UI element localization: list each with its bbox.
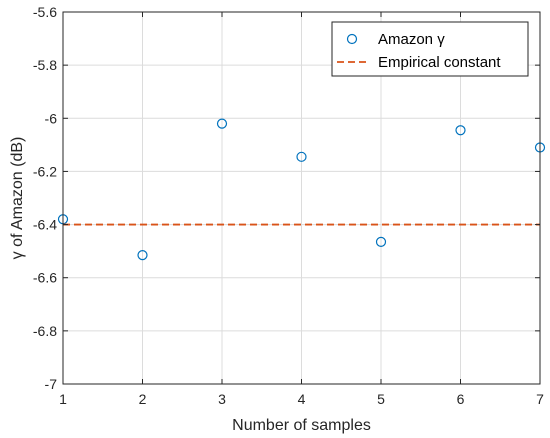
y-tick-label: -6.6 (33, 270, 57, 286)
y-tick-label: -6.4 (33, 217, 57, 233)
y-axis-label: γ of Amazon (dB) (9, 137, 26, 260)
x-tick-label: 3 (218, 391, 226, 407)
data-point (216, 118, 228, 129)
y-tick-label: -5.6 (33, 4, 57, 20)
y-tick-label: -6.2 (33, 163, 57, 179)
legend-marker-amazon (346, 33, 358, 45)
legend-label-amazon: Amazon γ (378, 31, 445, 48)
x-tick-label: 5 (377, 391, 385, 407)
ticks: 1 2 3 4 5 6 7 -7 -6.8 -6.6 -6.4 -6.2 -6 -5.8 -5.6 (33, 4, 544, 407)
legend-label-empirical: Empirical constant (378, 54, 501, 71)
data-point (455, 125, 466, 136)
y-tick-label: -6 (45, 110, 58, 126)
data-point (296, 151, 307, 162)
x-tick-label: 4 (298, 391, 306, 407)
legend: Amazon γ Empirical constant (331, 21, 529, 77)
x-tick-label: 2 (139, 391, 147, 407)
data-point (137, 250, 148, 261)
y-tick-label: -5.8 (33, 57, 57, 73)
data-layer (57, 118, 546, 261)
x-tick-label: 1 (59, 391, 67, 407)
y-tick-label: -6.8 (33, 323, 57, 339)
y-tick-label: -7 (45, 376, 58, 392)
x-tick-label: 6 (457, 391, 465, 407)
x-axis-label: Number of samples (232, 417, 371, 434)
legend-box (331, 21, 529, 77)
x-tick-label: 7 (536, 391, 544, 407)
data-point (375, 236, 387, 247)
